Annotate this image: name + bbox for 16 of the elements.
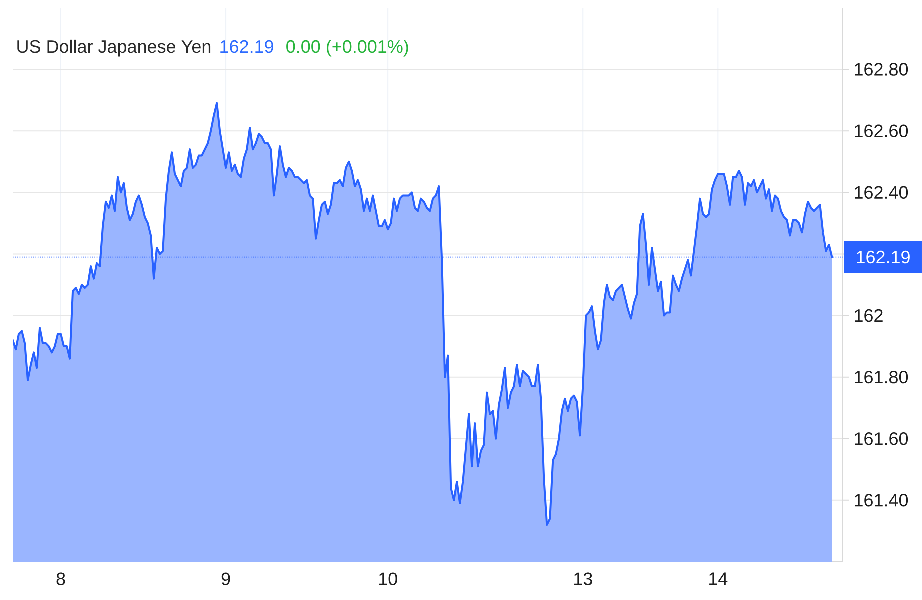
ref-line-label: 162.19 bbox=[857, 250, 910, 264]
x-tick-label: 10 bbox=[379, 572, 398, 586]
y-tick-label: 161.60 bbox=[855, 432, 908, 446]
x-tick-label: 14 bbox=[710, 572, 728, 586]
y-tick-label: 162.60 bbox=[855, 124, 908, 138]
y-tick-label: 161.80 bbox=[855, 370, 908, 384]
y-tick-label: 162.80 bbox=[855, 63, 908, 76]
annotation: 162.19 bbox=[220, 40, 274, 54]
y-tick-label: 161.40 bbox=[855, 494, 908, 507]
x-tick-label: 9 bbox=[222, 572, 230, 586]
text: US Dollar Japanese Yen bbox=[18, 40, 211, 57]
y-tick-label: 162.40 bbox=[855, 186, 908, 200]
y-tick-label: 162 bbox=[855, 309, 883, 322]
x-tick-label: 13 bbox=[574, 572, 592, 586]
x-tick-label: 8 bbox=[56, 572, 66, 586]
annotation: 0.00 (+0.001%) bbox=[286, 40, 408, 57]
